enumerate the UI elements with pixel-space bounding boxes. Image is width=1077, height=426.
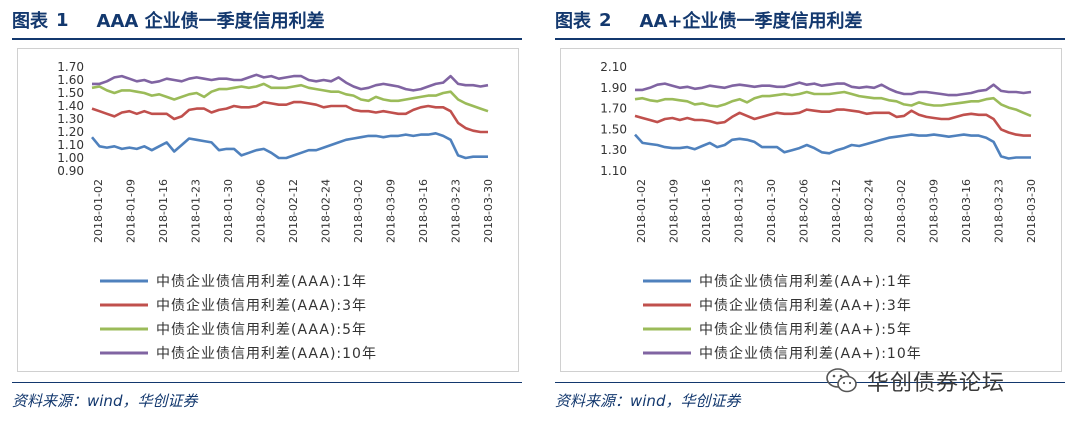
wechat-icon [825,367,859,395]
legend-label: 中债企业债信用利差(AAA):3年 [156,297,367,314]
title-rule [555,38,1065,40]
x-tick-label: 2018-01-23 [733,179,746,243]
x-tick-label: 2018-02-06 [798,179,811,243]
x-tick-label: 2018-03-30 [1025,179,1038,243]
figure-label: 图表 [555,7,591,33]
figure-panel-2: 图表 2 AA+企业债一季度信用利差 2.10 1.90 1.70 1.50 1.30 1… [555,0,1075,426]
legend-label: 中债企业债信用利差(AA+):10年 [699,345,922,362]
figure-title-text: AAA 企业债一季度信用利差 [97,7,325,33]
x-tick-label: 2018-03-02 [352,179,365,243]
y-tick-label: 1.30 [600,143,627,157]
y-tick-label: 1.10 [57,138,84,152]
y-tick-label: 1.00 [57,151,84,165]
x-tick-label: 2018-02-12 [830,179,843,243]
x-tick-label: 2018-03-09 [385,179,398,243]
y-tick-label: 1.10 [600,164,627,178]
line-chart-aa-plus: 2.10 1.90 1.70 1.50 1.30 1.10 2018-01-02 2018-0… [561,49,1061,371]
y-tick-label: 1.70 [57,60,84,74]
series-line [635,92,1031,116]
y-tick-label: 2.10 [600,60,627,74]
x-tick-label: 2018-01-30 [765,179,778,243]
y-tick-label: 1.90 [600,81,627,95]
x-tick-label: 2018-02-06 [255,179,268,243]
watermark: 华创债券论坛 [825,365,1005,397]
x-tick-label: 2018-01-02 [92,179,105,243]
figure-label: 图表 [12,7,48,33]
x-tick-label: 2018-01-09 [668,179,681,243]
legend-label: 中债企业债信用利差(AAA):5年 [156,321,367,338]
x-tick-label: 2018-02-24 [863,179,876,243]
footer-rule [12,382,522,383]
y-tick-label: 1.50 [57,86,84,100]
source-note: 资料来源：wind，华创证券 [12,390,197,411]
series-line [92,133,488,158]
legend-label: 中债企业债信用利差(AA+):3年 [699,297,912,314]
x-tick-label: 2018-01-09 [125,179,138,243]
x-tick-label: 2018-03-23 [450,179,463,243]
x-tick-label: 2018-02-12 [287,179,300,243]
series-line [635,135,1031,159]
chart-frame: 1.70 1.60 1.50 1.40 1.30 1.20 1.10 1.00 0.90 2018… [17,48,519,372]
series-line [92,102,488,132]
y-tick-label: 1.40 [57,99,84,113]
y-tick-label: 1.30 [57,112,84,126]
chart-frame: 2.10 1.90 1.70 1.50 1.30 1.10 2018-01-02 2018-0… [560,48,1062,372]
figure-title: 图表 2 AA+企业债一季度信用利差 [555,6,862,34]
x-tick-label: 2018-01-16 [700,179,713,243]
y-tick-label: 1.50 [600,122,627,136]
x-tick-label: 2018-01-02 [635,179,648,243]
series-line [635,110,1031,136]
x-tick-label: 2018-03-16 [960,179,973,243]
figure-number: 2 [599,10,612,31]
x-tick-label: 2018-01-30 [222,179,235,243]
legend-label: 中债企业债信用利差(AAA):10年 [156,345,377,362]
x-tick-label: 2018-01-23 [190,179,203,243]
legend-label: 中债企业债信用利差(AA+):5年 [699,321,912,338]
legend-label: 中债企业债信用利差(AA+):1年 [699,273,912,290]
figure-title-text: AA+企业债一季度信用利差 [640,7,863,33]
figure-number: 1 [56,10,69,31]
legend-label: 中债企业债信用利差(AAA):1年 [156,273,367,290]
y-tick-label: 1.60 [57,73,84,87]
x-tick-label: 2018-03-30 [482,179,495,243]
y-tick-label: 1.70 [600,102,627,116]
figure-panel-1: 图表 1 AAA 企业债一季度信用利差 1.70 1.60 1.50 1.40 1.30… [12,0,532,426]
y-tick-label: 1.20 [57,125,84,139]
source-note: 资料来源：wind，华创证券 [555,390,740,411]
title-rule [12,38,522,40]
x-tick-label: 2018-03-09 [928,179,941,243]
y-tick-label: 0.90 [57,164,84,178]
watermark-text: 华创债券论坛 [867,365,1005,397]
line-chart-aaa: 1.701.601.501.401.301.201.101.000.90 2018… [18,49,518,371]
x-tick-label: 2018-03-16 [417,179,430,243]
figure-title: 图表 1 AAA 企业债一季度信用利差 [12,6,325,34]
x-tick-label: 2018-03-23 [993,179,1006,243]
x-tick-label: 2018-03-02 [895,179,908,243]
x-tick-label: 2018-01-16 [157,179,170,243]
x-tick-label: 2018-02-24 [320,179,333,243]
